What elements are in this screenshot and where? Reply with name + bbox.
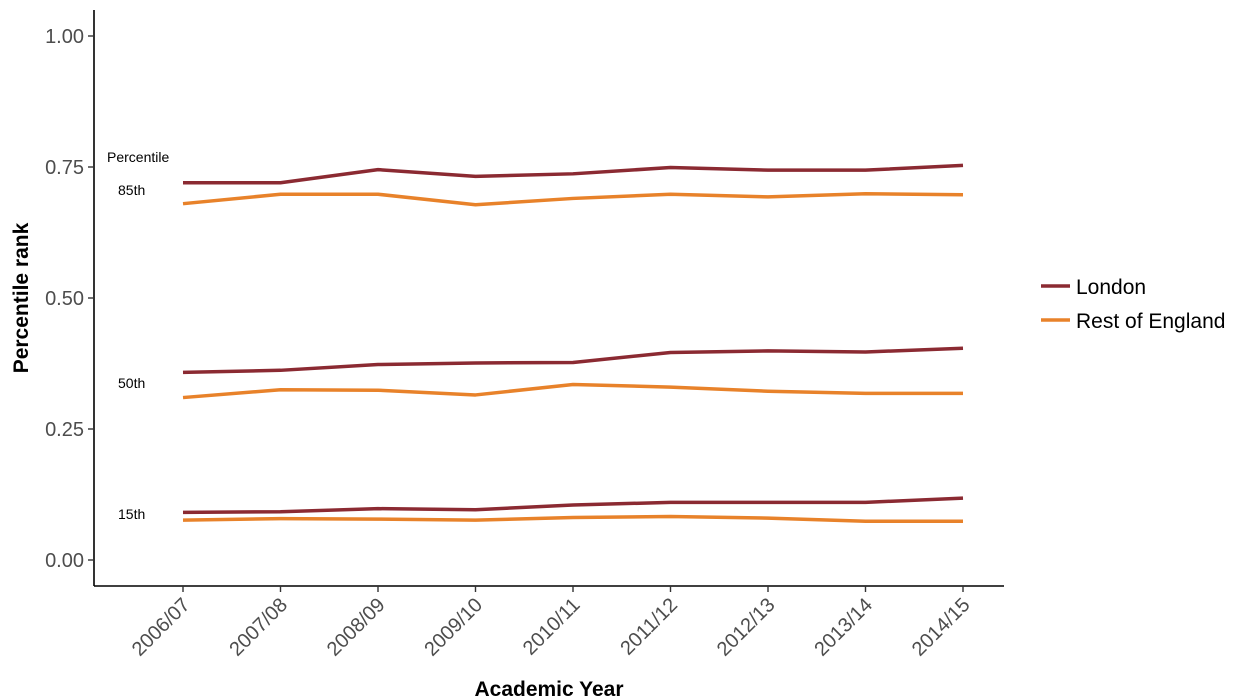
percentile-annotation-title: Percentile	[107, 149, 169, 165]
x-tick-label: 2010/11	[519, 594, 585, 660]
x-tick-label: 2008/09	[323, 594, 390, 661]
x-tick-label: 2011/12	[616, 594, 682, 660]
y-axis-ticks: 0.00 0.25 0.50 0.75 1.00	[45, 26, 94, 572]
percentile-85th-label: 85th	[118, 182, 145, 198]
series-line-rest-of-england-85th	[182, 191, 964, 207]
legend-label-rest-of-england: Rest of England	[1076, 310, 1225, 333]
series-line-rest-of-england-50th	[182, 382, 963, 400]
series-line-london-85th	[183, 163, 964, 185]
x-tick-label: 2014/15	[908, 594, 975, 661]
x-tick-label: 2013/14	[810, 594, 877, 661]
x-tick-label: 2006/07	[128, 594, 195, 661]
series-line-london-15th	[182, 496, 964, 515]
x-tick-label: 2012/13	[713, 594, 780, 661]
y-axis-title: Percentile rank	[10, 222, 33, 373]
y-tick-label: 1.00	[45, 26, 84, 48]
series-line-rest-of-england-15th	[182, 514, 963, 523]
percentile-50th-label: 50th	[118, 375, 145, 391]
y-tick-label: 0.75	[45, 157, 84, 179]
x-tick-label: 2009/10	[420, 594, 487, 661]
axes	[93, 10, 1004, 587]
percentile-annotations: Percentile 85th 50th 15th	[107, 149, 169, 522]
series-lines	[182, 163, 964, 523]
x-axis-title: Academic Year	[474, 678, 623, 699]
y-tick-label: 0.50	[45, 288, 84, 310]
x-tick-label: 2007/08	[225, 594, 292, 661]
y-tick-label: 0.25	[45, 419, 84, 441]
legend: London Rest of England	[1041, 276, 1225, 333]
legend-label-london: London	[1076, 276, 1146, 299]
series-line-london-50th	[182, 346, 964, 375]
percentile-15th-label: 15th	[118, 506, 145, 522]
y-tick-label: 0.00	[45, 550, 84, 572]
x-axis-ticks: 2006/07 2007/08 2008/09 2009/10 2010/11 2011/…	[128, 586, 975, 661]
